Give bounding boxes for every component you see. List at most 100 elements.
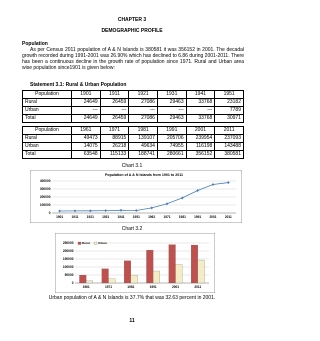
table: Population 1961 1971 1981 1991 2001 2011 Rural 4… [22, 126, 244, 159]
table-cell: 205706 [156, 134, 187, 143]
table-cell: --- [185, 106, 216, 115]
point [226, 181, 230, 184]
legend-swatch [77, 241, 82, 245]
legend-swatch [93, 241, 98, 245]
legend-label: Rural [82, 241, 90, 245]
page-number: 11 [129, 318, 135, 324]
y-tick-label: 200000 [63, 249, 74, 253]
table-cell: 29463 [156, 114, 187, 123]
table-cell: 74955 [156, 142, 187, 151]
chart-title: Population of A & N Islands from 1901 to… [105, 173, 183, 177]
y-tick-label: 0 [49, 211, 51, 215]
table-cell: 7789 [214, 106, 244, 115]
chart-frame [30, 170, 242, 223]
x-tick-label: 1971 [163, 215, 170, 219]
point [88, 209, 92, 213]
bar [130, 274, 138, 284]
y-tick-label: 150000 [63, 257, 74, 261]
x-tick-label: 1991 [150, 285, 157, 289]
x-tick-label: 1921 [87, 215, 94, 219]
bar [197, 259, 205, 284]
bar [146, 249, 154, 284]
table-row: Population 1901 1911 1921 1931 1941 1951 [22, 90, 244, 99]
y-tick-label: 250000 [63, 241, 74, 245]
x-tick-label: 1931 [102, 215, 109, 219]
x-tick-label: 2001 [209, 215, 216, 219]
chart-caption: Chart 3.2 [121, 226, 143, 232]
x-tick-label: 2001 [172, 285, 179, 289]
bar [168, 244, 176, 284]
x-tick-label: 1981 [179, 215, 186, 219]
table-row: Rural 49473 88915 139107 205706 239954 237093 [22, 134, 244, 143]
x-tick-label: 1901 [56, 215, 63, 219]
table-cell: 2011 [214, 126, 244, 135]
x-tick-label: 2011 [194, 285, 201, 289]
table-cell: 1931 [156, 90, 187, 99]
point [134, 209, 138, 212]
table-row: Rural 24649 26459 27086 29463 33768 23182 [22, 98, 244, 107]
bar [86, 280, 93, 284]
table-cell: 115133 [99, 150, 130, 159]
table-cell: 356152 [185, 150, 216, 159]
table-cell: 1921 [128, 90, 158, 99]
bar [108, 278, 116, 284]
table-cell: 380581 [214, 150, 244, 159]
table-cell: 49634 [128, 142, 158, 151]
paragraph: As per Census 2011 population of A & N I… [22, 47, 244, 71]
table-cell: 49473 [71, 134, 101, 143]
table-cell: 88915 [99, 134, 130, 143]
x-tick-label: 1991 [194, 215, 201, 219]
y-tick-label: 300000 [40, 187, 51, 191]
table-cell: 1971 [99, 126, 130, 135]
table-cell: 188741 [128, 150, 158, 159]
table-cell: 26459 [99, 98, 130, 107]
table-row: Total 24649 26459 27086 29463 33768 30971 [22, 114, 244, 123]
y-tick-label: 100000 [40, 203, 51, 207]
table-cell: Rural [22, 98, 72, 107]
table-cell: Total [22, 150, 72, 159]
bar [79, 274, 87, 284]
table-cell: 29463 [156, 98, 187, 107]
table-cell: 26459 [99, 114, 130, 123]
table-cell: Population [22, 90, 72, 99]
table-cell: 24649 [71, 114, 101, 123]
table-cell: 33768 [185, 98, 216, 107]
table-cell: 1961 [71, 126, 101, 135]
table-cell: 1981 [128, 126, 158, 135]
table-cell: 280661 [156, 150, 187, 159]
x-tick-label: 1961 [148, 215, 155, 219]
page: CHAPTER 3 DEMOGRAPHIC PROFILE Population… [22, 17, 244, 324]
x-tick-label: 1981 [127, 285, 134, 289]
table-cell: --- [128, 106, 158, 115]
table-cell: Rural [22, 134, 72, 143]
table-cell: 2001 [185, 126, 216, 135]
line-chart: Population of A & N Islands from 1901 to… [30, 170, 242, 223]
point [150, 206, 154, 210]
table-cell: 1991 [156, 126, 187, 135]
table-cell: 63548 [71, 150, 101, 159]
table-row: Population 1961 1971 1981 1991 2001 2011 [22, 126, 244, 135]
y-tick-label: 200000 [40, 195, 51, 199]
table-cell: 30971 [214, 114, 244, 123]
x-tick-label: 1911 [72, 215, 79, 219]
table-cell: 24649 [71, 98, 101, 107]
table-cell: 27086 [128, 98, 158, 107]
point [104, 209, 108, 213]
section-title: Population [22, 41, 48, 47]
table-cell: 239954 [185, 134, 216, 143]
table-cell: 1941 [185, 90, 216, 99]
x-tick-label: 2011 [225, 215, 232, 219]
statement-title: Statement 3.1: Rural & Urban Population [30, 82, 127, 88]
bar [153, 270, 160, 284]
table-cell: 23182 [214, 98, 244, 107]
table-cell: 1951 [214, 90, 244, 99]
table-cell: 26218 [99, 142, 130, 151]
table-cell: 143488 [214, 142, 244, 151]
x-tick-label: 1961 [83, 285, 90, 289]
y-tick-label: 50000 [65, 273, 74, 277]
table-cell: Urban [22, 142, 72, 151]
legend-label: Urban [98, 241, 107, 245]
table-cell: Population [22, 126, 72, 135]
table-cell: 27086 [128, 114, 158, 123]
bar [101, 268, 109, 284]
